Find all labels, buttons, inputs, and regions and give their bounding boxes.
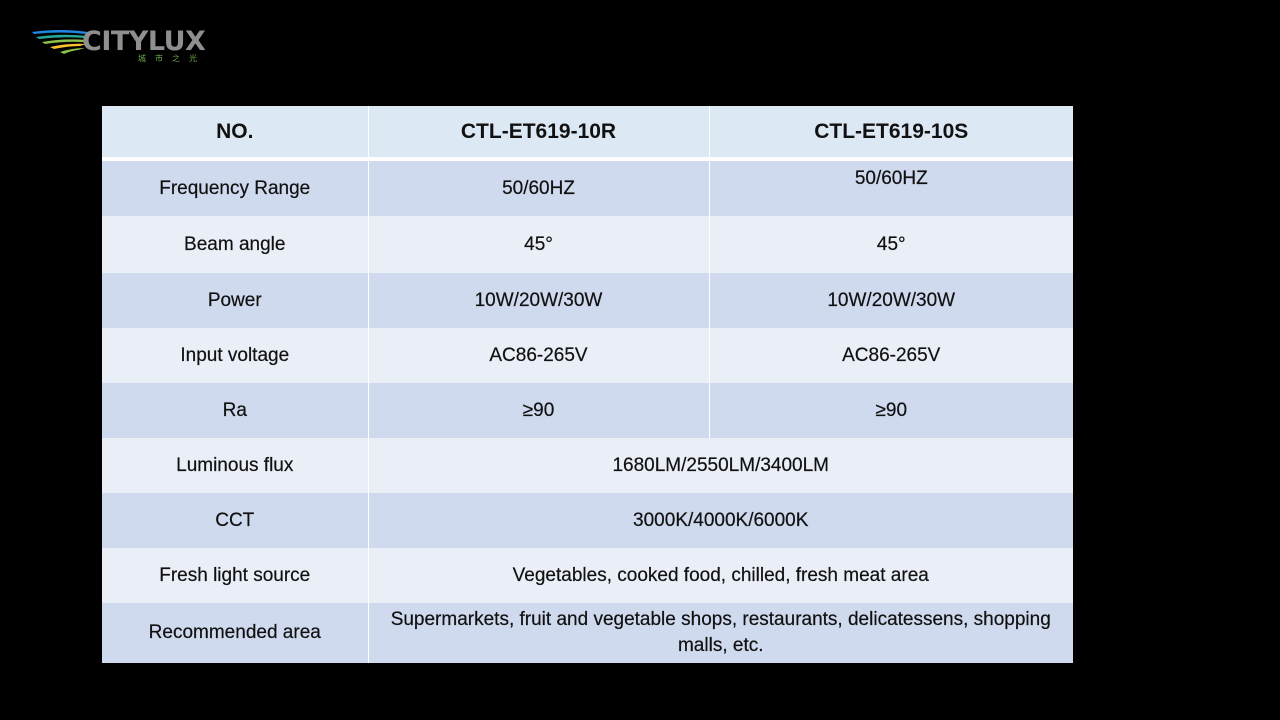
citylux-logo: CITYLUX 城市之光 <box>30 26 220 68</box>
header-model-10s: CTL-ET619-10S <box>708 106 1073 161</box>
table-row-frequency-range: Frequency Range 50/60HZ 50/60HZ <box>102 159 1073 216</box>
row-label: Ra <box>102 383 369 438</box>
row-label: Frequency Range <box>102 159 369 216</box>
row-label: Power <box>102 273 369 328</box>
cell-10s: AC86-265V <box>708 328 1073 383</box>
table-row-beam-angle: Beam angle 45° 45° <box>102 216 1073 273</box>
table-row-cct: CCT 3000K/4000K/6000K <box>102 493 1073 548</box>
cell-10r: 50/60HZ <box>367 159 710 216</box>
table-row-input-voltage: Input voltage AC86-265V AC86-265V <box>102 328 1073 383</box>
cell-10r: 45° <box>367 216 710 273</box>
row-label: Beam angle <box>102 216 369 273</box>
cell-10r: 10W/20W/30W <box>367 273 710 328</box>
cell-10s: 45° <box>708 216 1073 273</box>
row-label: Luminous flux <box>102 438 369 493</box>
wing-logo-icon <box>32 30 88 54</box>
row-label: Recommended area <box>102 603 369 663</box>
table-row-luminous-flux: Luminous flux 1680LM/2550LM/3400LM <box>102 438 1073 493</box>
specification-table: NO. CTL-ET619-10R CTL-ET619-10S Frequenc… <box>102 106 1073 663</box>
table-row-ra: Ra ≥90 ≥90 <box>102 383 1073 438</box>
table-row-recommended-area: Recommended area Supermarkets, fruit and… <box>102 603 1073 663</box>
row-label: Fresh light source <box>102 548 369 603</box>
row-label: CCT <box>102 493 369 548</box>
header-model-10r: CTL-ET619-10R <box>367 106 710 161</box>
cell-10s: 10W/20W/30W <box>708 273 1073 328</box>
table-row-fresh-light-source: Fresh light source Vegetables, cooked fo… <box>102 548 1073 603</box>
cell-merged: Vegetables, cooked food, chilled, fresh … <box>367 548 1073 603</box>
cell-10s: ≥90 <box>708 383 1073 438</box>
cell-merged: Supermarkets, fruit and vegetable shops,… <box>367 603 1073 663</box>
logo-wordmark: CITYLUX <box>82 26 206 57</box>
table-row-power: Power 10W/20W/30W 10W/20W/30W <box>102 273 1073 328</box>
cell-10r: AC86-265V <box>367 328 710 383</box>
row-label: Input voltage <box>102 328 369 383</box>
header-no: NO. <box>102 106 369 161</box>
table-header-row: NO. CTL-ET619-10R CTL-ET619-10S <box>102 106 1073 161</box>
cell-merged: 1680LM/2550LM/3400LM <box>367 438 1073 493</box>
cell-10s: 50/60HZ <box>708 159 1073 216</box>
logo-tagline: 城市之光 <box>138 54 206 63</box>
cell-10r: ≥90 <box>367 383 710 438</box>
cell-merged: 3000K/4000K/6000K <box>367 493 1073 548</box>
